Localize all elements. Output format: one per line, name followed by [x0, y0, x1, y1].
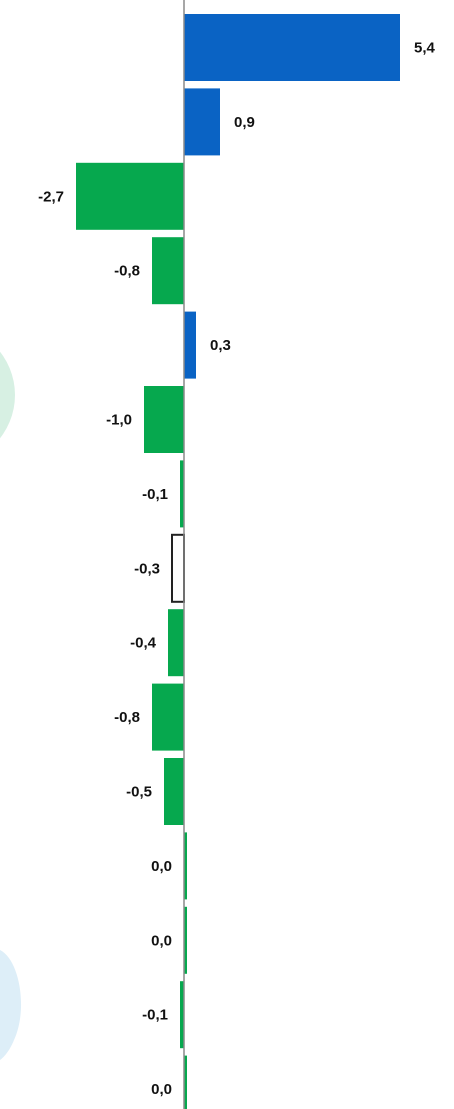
value-label-8: -0,3	[134, 560, 160, 577]
background-decorations	[0, 351, 22, 1060]
bar-3	[76, 162, 184, 230]
bar-5	[184, 311, 196, 379]
bar-14	[180, 981, 184, 1049]
value-label-14: -0,1	[142, 1007, 168, 1024]
value-label-7: -0,1	[142, 486, 168, 503]
value-labels: 5,4 0,9 -2,7 -0,8 0,3 -1,0 -0,1 -0,3 -0,4 -0,8 -0,…	[38, 40, 435, 1099]
bar-11	[164, 758, 184, 825]
bar-10	[152, 683, 184, 751]
bar-15	[184, 1055, 187, 1109]
value-label-6: -1,0	[106, 412, 132, 429]
background-circle	[0, 351, 15, 439]
value-label-9: -0,4	[130, 635, 157, 652]
bar-8	[171, 533, 185, 603]
value-label-1: 5,4	[414, 40, 436, 57]
bar-12	[184, 832, 187, 900]
value-label-3: -2,7	[38, 188, 64, 205]
value-label-2: 0,9	[234, 114, 255, 131]
bar-series	[76, 14, 400, 1109]
bar-9	[168, 609, 184, 677]
value-label-11: -0,5	[126, 784, 152, 801]
value-label-15: 0,0	[151, 1081, 172, 1098]
value-label-5: 0,3	[210, 337, 231, 354]
bar-4	[152, 237, 184, 305]
value-label-13: 0,0	[151, 932, 172, 949]
value-label-10: -0,8	[114, 709, 140, 726]
bar-2	[184, 88, 220, 156]
background-blob	[0, 950, 22, 1060]
value-label-12: 0,0	[151, 858, 172, 875]
value-label-4: -0,8	[114, 263, 140, 280]
bar-7	[180, 460, 184, 528]
bar-1	[184, 14, 400, 81]
bar-6	[144, 386, 184, 453]
bar-13	[184, 906, 187, 974]
